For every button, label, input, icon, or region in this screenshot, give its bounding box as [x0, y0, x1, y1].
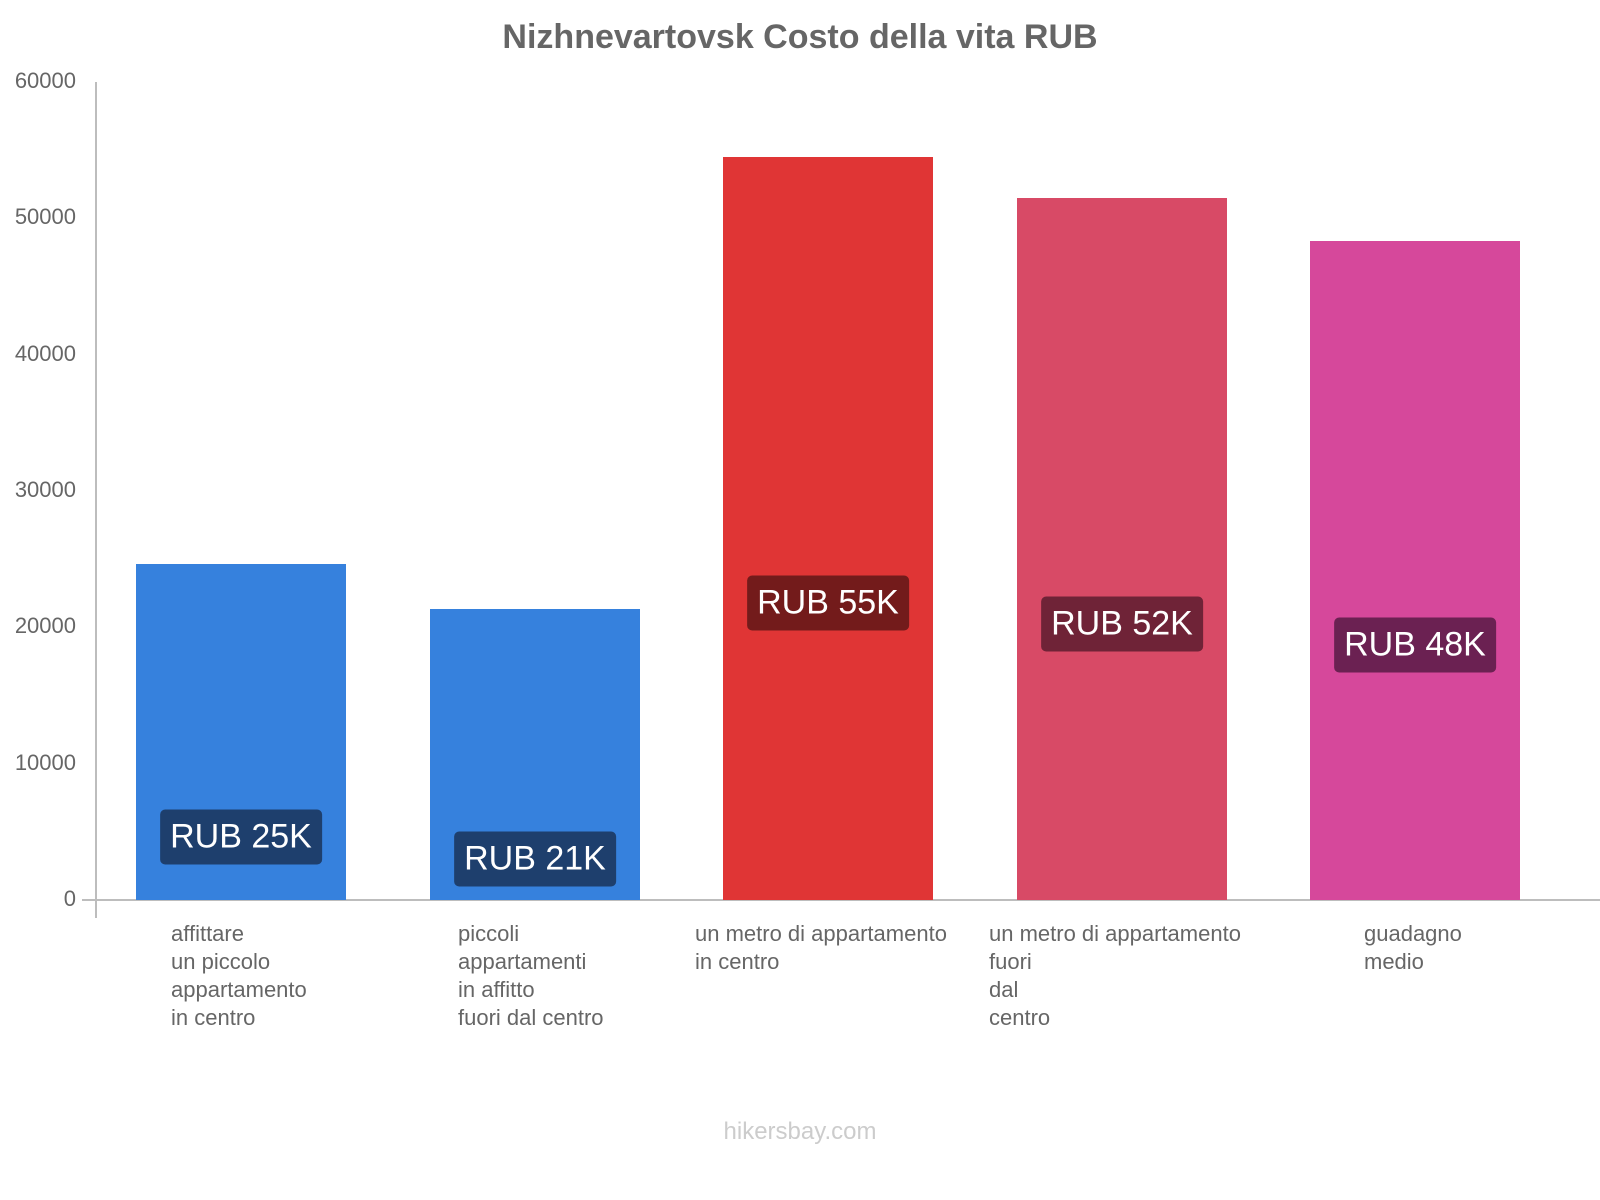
x-label-3: un metro di appartamento fuori dal centr… [989, 921, 1241, 1030]
x-label-1: piccoli appartamenti in affitto fuori da… [458, 921, 604, 1030]
footer-watermark: hikersbay.com [723, 1118, 877, 1145]
x-label-2: un metro di appartamento in centro [695, 921, 947, 974]
bar-value-label-2: RUB 55K [747, 575, 909, 631]
y-tick-10000: 10000 [14, 750, 76, 775]
x-label-4: guadagno medio [1364, 921, 1462, 974]
bar-2 [723, 156, 933, 900]
y-tick-50000: 50000 [14, 204, 76, 229]
y-tick-60000: 60000 [14, 68, 76, 93]
chart-title: Nizhnevartovsk Costo della vita RUB [502, 18, 1098, 56]
bar-4 [1310, 240, 1520, 900]
y-tick-0: 0 [63, 886, 76, 911]
y-tick-20000: 20000 [14, 613, 76, 638]
x-label-0: affittare un piccolo appartamento in cen… [171, 921, 307, 1030]
bar-3 [1017, 197, 1227, 900]
bar-value-label-1: RUB 21K [454, 831, 616, 887]
bar-value-label-3: RUB 52K [1041, 596, 1203, 652]
bar-value-label-4: RUB 48K [1334, 617, 1496, 673]
y-tick-30000: 30000 [14, 477, 76, 502]
x-axis-line [82, 899, 1600, 901]
y-axis-line [95, 82, 97, 918]
y-tick-40000: 40000 [14, 341, 76, 366]
bar-value-label-0: RUB 25K [160, 809, 322, 865]
